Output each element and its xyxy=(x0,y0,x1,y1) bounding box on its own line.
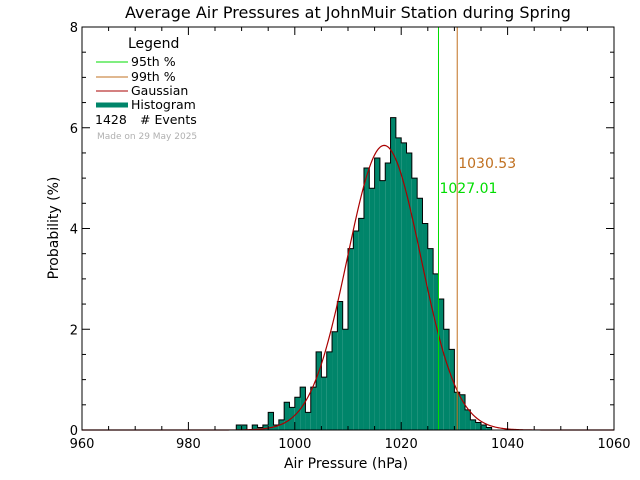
histogram-bar xyxy=(305,412,311,430)
y-tick-label: 4 xyxy=(70,223,78,238)
histogram-bar xyxy=(390,117,396,431)
histogram-bar xyxy=(278,419,285,430)
x-tick-label: 1040 xyxy=(491,437,524,452)
histogram-bar xyxy=(374,157,380,430)
legend-label-99th: 99th % xyxy=(131,69,176,84)
legend: Legend 95th % 99th % Gaussian Histogram … xyxy=(95,36,197,142)
histogram-bar xyxy=(262,424,269,430)
histogram-bar xyxy=(337,301,343,430)
histogram-bar xyxy=(438,299,444,430)
histogram-outline xyxy=(235,117,493,431)
histogram-bar xyxy=(411,178,418,430)
histogram-bar xyxy=(443,329,450,430)
histogram-bar xyxy=(427,248,434,430)
x-tick-label: 1000 xyxy=(278,437,311,452)
histogram-bar xyxy=(342,329,348,430)
legend-label-95th: 95th % xyxy=(131,54,176,69)
axis-ticks: 960 980 1000 1020 1040 1060 0 2 4 6 8 xyxy=(70,21,631,452)
y-tick-label: 0 xyxy=(70,424,78,439)
histogram-bar xyxy=(268,412,274,430)
histogram-bar xyxy=(369,188,375,430)
y-tick-label: 2 xyxy=(70,323,78,338)
histogram-bar xyxy=(422,223,428,430)
histogram-bar xyxy=(236,424,242,430)
histogram-bar xyxy=(353,231,359,430)
legend-title: Legend xyxy=(128,36,179,52)
histogram-bar xyxy=(433,273,439,430)
legend-events-count: 1428 xyxy=(95,112,127,127)
histogram-bar xyxy=(481,424,487,430)
histogram-bar xyxy=(475,422,481,430)
histogram-bar xyxy=(470,419,476,430)
y-axis-label: Probability (%) xyxy=(46,177,62,280)
percentile-99-label: 1030.53 xyxy=(458,156,516,172)
histogram-bar xyxy=(252,424,258,430)
histogram-bar xyxy=(300,387,306,430)
histogram-bar xyxy=(294,397,301,430)
histogram-bar xyxy=(406,152,412,430)
histogram-bar xyxy=(321,377,327,430)
x-axis-label: Air Pressure (hPa) xyxy=(284,456,408,472)
y-tick-label: 6 xyxy=(70,122,78,137)
histogram-bar xyxy=(379,180,386,430)
histogram-bars xyxy=(235,117,493,431)
histogram-bar xyxy=(385,163,391,430)
histogram-bar xyxy=(486,427,492,430)
x-tick-label: 1020 xyxy=(385,437,418,452)
histogram-bar xyxy=(449,349,455,430)
histogram-bar xyxy=(273,424,279,430)
histogram-bar xyxy=(284,402,290,430)
histogram-bar xyxy=(241,424,247,430)
histogram-bar xyxy=(289,407,295,430)
legend-label-histogram: Histogram xyxy=(131,97,196,112)
x-tick-label: 980 xyxy=(176,437,201,452)
histogram-bar xyxy=(395,137,402,430)
made-on-note: Made on 29 May 2025 xyxy=(97,132,197,142)
legend-events-label: # Events xyxy=(140,112,197,127)
percentile-layer: 1027.01 1030.53 xyxy=(437,27,516,430)
histogram-bar xyxy=(363,168,370,431)
chart-title: Average Air Pressures at JohnMuir Statio… xyxy=(125,3,571,22)
histogram-bar xyxy=(465,409,471,430)
histogram-bar xyxy=(310,387,317,430)
histogram-bar xyxy=(358,218,364,430)
legend-label-gaussian: Gaussian xyxy=(131,83,188,98)
histogram-bar xyxy=(459,394,466,430)
histogram-bar xyxy=(326,351,333,430)
y-tick-label: 8 xyxy=(70,21,78,36)
percentile-95-label: 1027.01 xyxy=(439,181,497,197)
histogram-bar xyxy=(348,248,354,430)
histogram-bar xyxy=(332,331,338,430)
x-tick-label: 960 xyxy=(70,437,95,452)
histogram-bar xyxy=(401,142,407,431)
histogram-bar xyxy=(316,351,322,430)
histogram-bar xyxy=(417,198,423,430)
x-tick-label: 1060 xyxy=(597,437,630,452)
